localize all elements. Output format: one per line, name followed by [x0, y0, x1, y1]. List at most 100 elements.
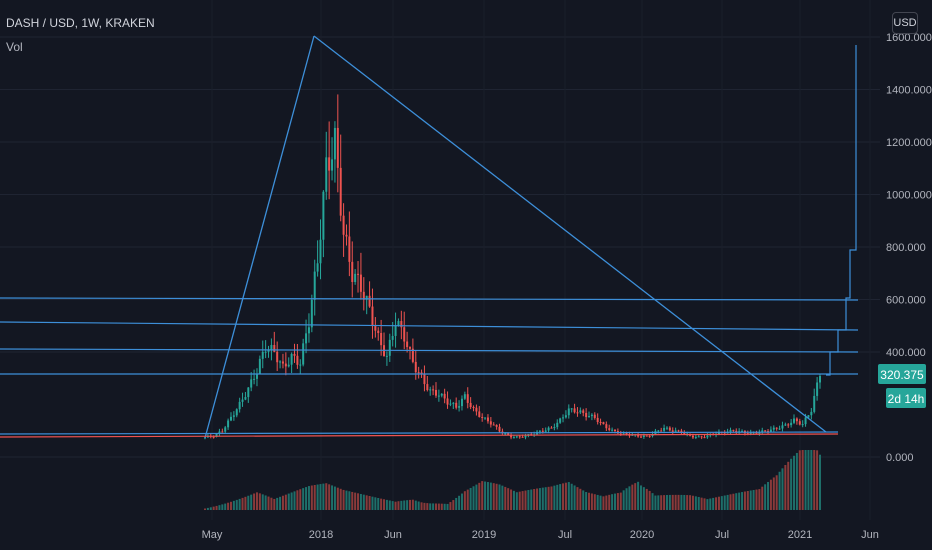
trendline-down[interactable] — [313, 35, 827, 433]
horizontal-level[interactable] — [0, 431, 839, 435]
candle-body — [697, 436, 700, 438]
candlestick-series — [204, 94, 821, 440]
candle-body — [570, 408, 573, 410]
volume-bar — [671, 494, 674, 510]
volume-indicator-label[interactable]: Vol — [6, 40, 23, 54]
candle-body — [648, 435, 651, 437]
candle-body — [345, 234, 348, 237]
candle-body — [576, 412, 579, 414]
price-tick-label: 1400.000 — [886, 85, 932, 97]
candle-body — [665, 427, 668, 429]
volume-bar — [570, 483, 573, 510]
candle-body — [816, 382, 819, 396]
volume-bar — [391, 501, 394, 510]
volume-bar — [614, 493, 616, 510]
volume-bar — [521, 491, 524, 510]
candle-body — [281, 361, 284, 364]
volume-bar — [409, 499, 411, 510]
volume-bar — [498, 484, 501, 510]
candle-body — [585, 412, 588, 418]
support-line[interactable] — [0, 433, 839, 438]
volume-bar — [218, 505, 221, 510]
projection-path[interactable] — [826, 45, 857, 376]
price-axis[interactable]: 0.000 400.000 600.000 800.000 1000.000 1200.0… — [886, 32, 932, 464]
price-tick-label: 800.000 — [886, 242, 926, 254]
volume-bar — [501, 485, 504, 510]
volume-bar — [611, 494, 614, 510]
volume-bar — [284, 494, 287, 510]
volume-bar — [489, 482, 492, 510]
candle-body — [374, 326, 377, 331]
horizontal-level[interactable] — [0, 348, 859, 353]
candle-body — [813, 395, 816, 412]
volume-bar — [533, 489, 536, 510]
volume-bar — [250, 494, 253, 510]
trend-drawings[interactable] — [0, 35, 859, 439]
volume-bar — [475, 484, 478, 510]
volume-bar — [732, 493, 735, 510]
volume-bar — [238, 498, 241, 510]
candle-body — [313, 271, 316, 300]
volume-bar — [749, 490, 752, 510]
candle-body — [322, 191, 325, 240]
volume-bar — [738, 492, 741, 510]
volume-bar — [628, 486, 631, 510]
current-price-label: 320.375 — [880, 368, 924, 382]
candle-body — [484, 417, 487, 419]
volume-bar — [538, 488, 541, 510]
candle-body — [790, 422, 793, 426]
candle-body — [365, 295, 368, 300]
volume-bar — [432, 503, 435, 510]
candle-body — [642, 435, 645, 437]
volume-bar — [325, 483, 328, 510]
currency-button[interactable]: USD — [892, 12, 918, 34]
volume-bar — [264, 495, 267, 510]
volume-bar — [235, 499, 238, 510]
volume-bar — [354, 492, 357, 510]
candle-body — [232, 415, 235, 417]
candle-body — [755, 432, 758, 434]
volume-bar — [446, 503, 449, 510]
candle-body — [388, 339, 391, 356]
trendline-up[interactable] — [204, 35, 315, 439]
volume-bar — [322, 483, 325, 510]
candle-body — [336, 127, 339, 168]
price-tick-label: 1200.000 — [886, 137, 932, 149]
candle-body — [293, 353, 296, 356]
volume-bar — [241, 497, 244, 510]
volume-bar — [481, 481, 484, 510]
volume-bar — [394, 501, 397, 510]
candle-body — [429, 389, 432, 391]
volume-bar — [281, 495, 284, 510]
volume-bar — [507, 488, 510, 510]
volume-bar — [637, 481, 640, 510]
candle-body — [466, 394, 469, 403]
candle-body — [258, 358, 261, 374]
volume-bar — [813, 450, 816, 510]
time-axis[interactable]: May 2018 Jun 2019 Jul 2020 Jul 2021 Jun — [202, 529, 879, 541]
volume-bar — [544, 487, 547, 510]
candle-body — [452, 402, 455, 404]
candle-body — [798, 421, 801, 425]
volume-bar — [582, 490, 585, 510]
volume-bar — [778, 471, 781, 510]
candle-body — [417, 372, 420, 374]
volume-bar — [403, 500, 406, 510]
candle-body — [224, 427, 227, 432]
candle-body — [810, 411, 813, 416]
volume-bar — [559, 484, 562, 510]
volume-bar — [495, 483, 498, 510]
horizontal-level[interactable] — [0, 297, 859, 301]
volume-bar — [388, 500, 391, 510]
volume-bar — [547, 486, 550, 510]
candle-body — [795, 418, 798, 422]
candle-body — [717, 431, 720, 435]
horizontal-level[interactable] — [0, 321, 859, 331]
symbol-title[interactable]: DASH / USD, 1W, KRAKEN — [6, 16, 155, 30]
volume-bar — [414, 500, 417, 510]
volume-bar — [524, 490, 527, 510]
volume-bar — [665, 495, 668, 510]
candle-body — [290, 353, 293, 365]
candle-body — [411, 348, 414, 362]
